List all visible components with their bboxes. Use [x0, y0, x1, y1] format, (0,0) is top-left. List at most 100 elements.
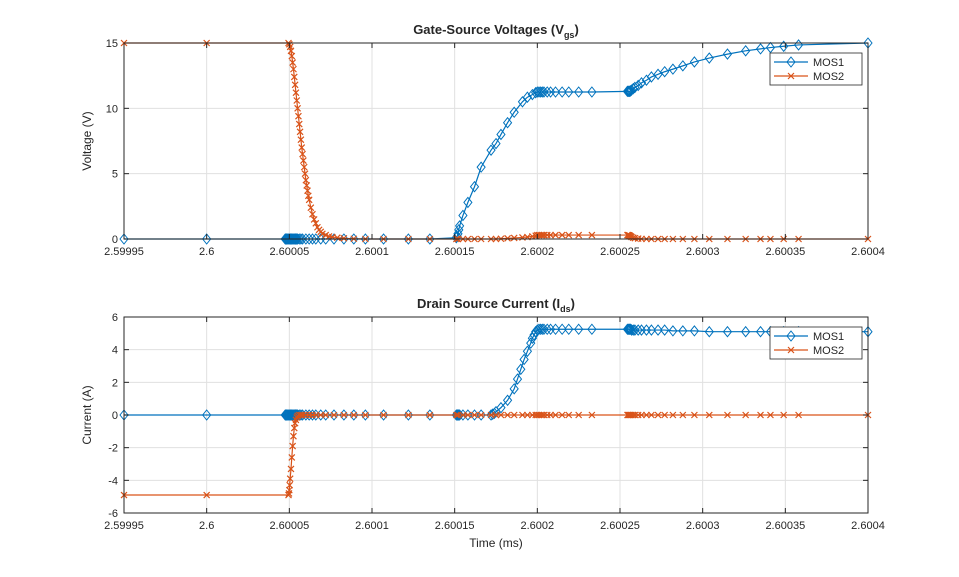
- y-tick-label: 0: [112, 234, 118, 246]
- data-point-mos1: [425, 409, 435, 421]
- data-point-mos1: [633, 324, 643, 336]
- data-point-mos2: [297, 136, 305, 144]
- data-point-mos2: [295, 120, 303, 128]
- data-point-mos2: [304, 187, 311, 195]
- data-point-mos2: [292, 89, 300, 97]
- x-tick-label: 2.6002: [521, 520, 555, 532]
- data-point-mos2: [492, 411, 500, 419]
- data-point-mos1: [502, 394, 513, 407]
- y-tick-label: -2: [108, 443, 118, 455]
- data-point-mos1: [304, 233, 314, 245]
- data-point-mos2: [647, 411, 655, 419]
- data-point-mos1: [722, 325, 733, 338]
- data-point-mos1: [516, 363, 526, 376]
- data-point-mos2: [519, 411, 526, 419]
- data-point-mos2: [452, 411, 460, 419]
- data-point-mos2: [477, 411, 485, 419]
- y-tick-label: 0: [112, 410, 118, 422]
- data-point-mos2: [565, 411, 573, 419]
- chart-title: Gate-Source Voltages (Vgs): [413, 22, 579, 40]
- data-point-mos1: [550, 323, 561, 336]
- data-point-mos2: [296, 128, 304, 136]
- x-tick-label: 2.59995: [104, 520, 144, 532]
- data-point-mos1: [765, 41, 776, 54]
- data-point-mos1: [624, 85, 634, 98]
- data-point-mos1: [297, 233, 308, 245]
- data-point-mos2: [780, 411, 788, 419]
- data-point-mos2: [471, 411, 478, 419]
- x-tick-label: 2.6: [199, 246, 214, 258]
- data-point-mos2: [310, 215, 318, 223]
- data-point-mos2: [552, 231, 559, 239]
- y-tick-label: 5: [112, 169, 118, 181]
- data-point-mos1: [531, 86, 541, 99]
- x-axis-label: Time (ms): [469, 536, 523, 550]
- data-point-mos1: [557, 323, 567, 336]
- data-point-mos2: [333, 234, 341, 242]
- y-axis-label: Current (A): [80, 385, 94, 444]
- data-point-mos2: [724, 411, 731, 419]
- y-tick-label: 15: [106, 38, 118, 50]
- data-point-mos1: [529, 329, 539, 341]
- data-point-mos2: [767, 411, 774, 419]
- chart-title-main: Gate-Source Voltages (V: [413, 22, 564, 37]
- data-point-mos1: [527, 88, 538, 101]
- data-point-mos1: [564, 86, 574, 98]
- chart-title-subscript: gs: [564, 30, 575, 40]
- data-point-mos1: [779, 40, 789, 53]
- data-point-mos1: [535, 323, 546, 336]
- data-point-mos2: [679, 411, 687, 419]
- x-tick-label: 2.60015: [435, 246, 475, 258]
- data-point-mos1: [653, 324, 663, 336]
- data-point-mos1: [557, 86, 567, 98]
- data-point-mos2: [288, 52, 296, 60]
- data-point-mos1: [755, 43, 766, 55]
- data-point-mos1: [587, 323, 597, 336]
- data-point-mos1: [689, 325, 700, 337]
- data-point-mos2: [538, 411, 546, 419]
- data-point-mos1: [535, 86, 546, 98]
- data-point-mos1: [469, 409, 480, 421]
- legend: MOS1 MOS2: [769, 52, 863, 86]
- data-point-mos2: [565, 231, 573, 239]
- data-point-mos1: [458, 209, 468, 222]
- x-tick-label: 2.6004: [851, 520, 885, 532]
- data-point-mos1: [496, 401, 506, 414]
- data-point-mos2: [322, 411, 330, 419]
- data-point-mos2: [795, 411, 802, 419]
- data-point-mos2: [303, 182, 311, 189]
- axes-box: [123, 42, 869, 240]
- data-point-mos1: [741, 45, 751, 57]
- data-point-mos1: [349, 233, 359, 245]
- data-point-mos2: [661, 411, 669, 419]
- x-tick-label: 2.60015: [435, 520, 475, 532]
- data-point-mos2: [404, 411, 412, 419]
- legend-label-mos2: MOS2: [813, 345, 844, 357]
- data-point-mos2: [330, 411, 338, 419]
- data-point-mos2: [286, 481, 294, 489]
- data-point-mos1: [704, 325, 714, 338]
- data-point-mos2: [361, 411, 369, 419]
- data-point-mos1: [522, 91, 533, 104]
- data-point-mos2: [497, 411, 505, 419]
- x-tick-label: 2.60035: [765, 520, 805, 532]
- data-point-mos1: [633, 79, 643, 92]
- data-point-mos1: [646, 324, 657, 336]
- x-tick-label: 2.6003: [686, 246, 720, 258]
- data-point-mos1: [378, 409, 389, 421]
- data-point-mos1: [741, 325, 751, 338]
- data-point-mos2: [295, 112, 302, 120]
- y-tick-label: 10: [106, 103, 118, 115]
- y-axis-label: Voltage (V): [80, 111, 94, 170]
- data-point-mos2: [298, 144, 306, 151]
- data-point-mos1: [659, 65, 670, 78]
- data-point-mos2: [575, 231, 583, 239]
- data-point-mos1: [469, 180, 480, 193]
- legend: MOS1 MOS2: [769, 326, 863, 360]
- data-point-mos1: [542, 86, 552, 98]
- data-point-mos2: [504, 234, 511, 242]
- data-point-mos1: [564, 323, 574, 336]
- data-point-mos1: [119, 233, 129, 245]
- data-point-mos2: [290, 432, 297, 440]
- data-point-mos2: [757, 411, 764, 419]
